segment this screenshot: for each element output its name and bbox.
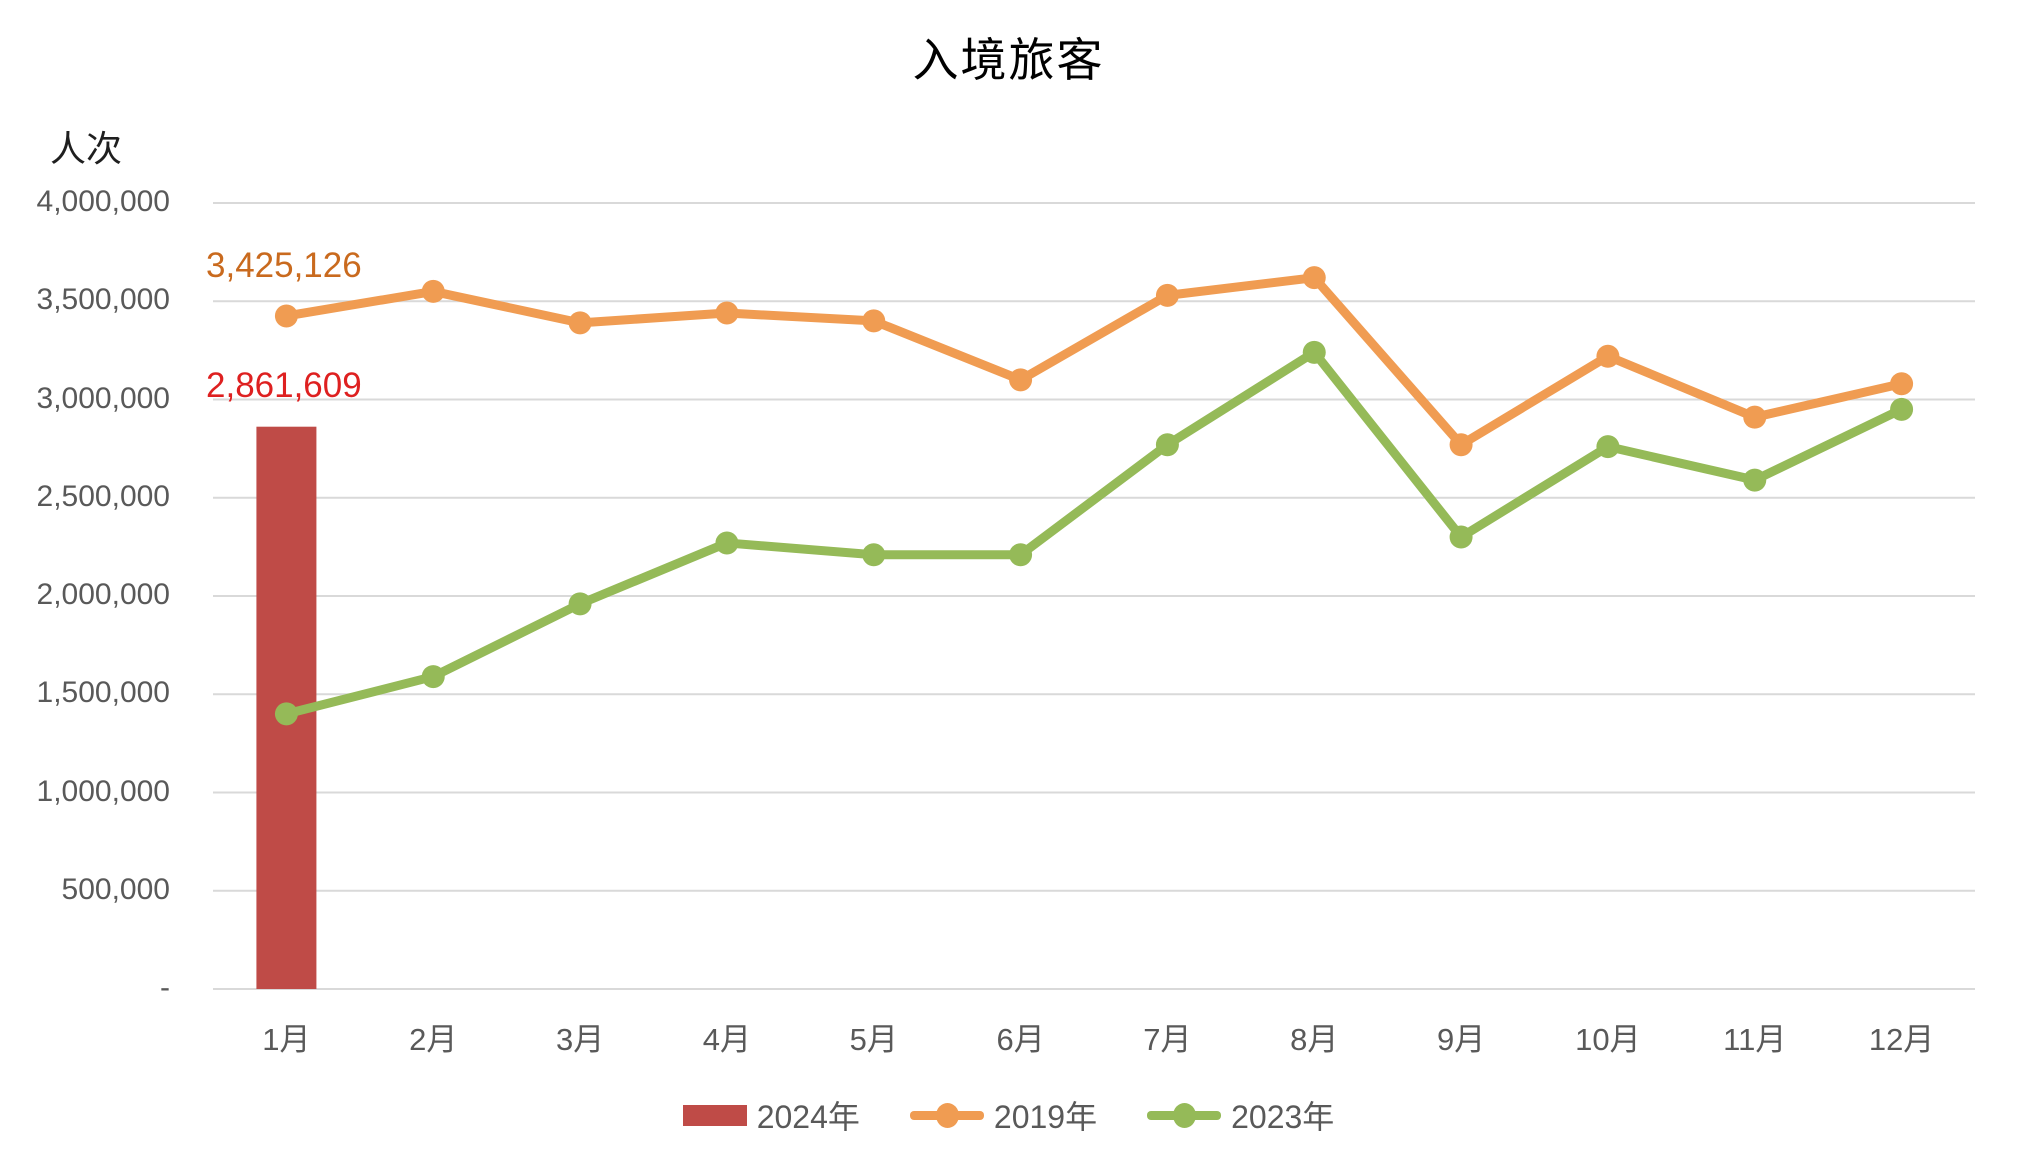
marker-2023年-2月 [421,665,445,689]
x-tick-label-9月: 9月 [1436,1022,1486,1057]
x-tick-label-1月: 1月 [262,1022,311,1057]
x-tick-label-6月: 6月 [996,1022,1045,1057]
y-tick-label: 4,000,000 [36,185,170,218]
marker-2023年-12月 [1890,397,1914,421]
y-axis-unit-label: 人次 [50,128,123,169]
marker-2023年-3月 [568,592,592,616]
marker-2023年-10月 [1596,435,1620,459]
marker-2019年-8月 [1302,266,1326,290]
legend-item-2024: 2024年 [682,1092,860,1138]
marker-2019年-10月 [1596,344,1620,368]
marker-2023年-11月 [1743,468,1767,492]
legend-bar-swatch-2024 [682,1104,747,1126]
marker-2019年-11月 [1743,405,1767,429]
marker-2019年-9月 [1449,433,1473,457]
y-tick-label: 1,500,000 [36,676,170,710]
legend-line-dot-2023 [1173,1103,1197,1128]
legend-item-2023: 2023年 [1147,1092,1334,1138]
marker-2019年-5月 [862,309,886,333]
marker-2019年-4月 [715,301,739,325]
y-tick-label: - [160,971,170,1004]
legend-line-dot-2019 [935,1103,959,1128]
x-tick-label-3月: 3月 [555,1022,605,1057]
marker-2019年-7月 [1155,283,1179,307]
marker-2019年-2月 [421,279,445,303]
legend-label-2023: 2023年 [1231,1099,1335,1135]
y-tick-label: 2,500,000 [36,479,170,513]
legend-line-swatch-2023 [1147,1102,1222,1128]
x-tick-label-10月: 10月 [1575,1022,1641,1057]
marker-2023年-1月 [274,702,298,726]
line-2023年 [281,347,1907,719]
marker-2023年-6月 [1009,543,1033,567]
legend-line-swatch-2019 [909,1102,984,1128]
data-label-2024-jan: 2,861,609 [206,366,362,405]
marker-2023年-7月 [1155,433,1179,457]
y-tick-label: 500,000 [61,872,170,906]
y-tick-label: 2,000,000 [36,578,170,611]
chart-title: 入境旅客 [912,34,1105,86]
y-tick-label: 3,000,000 [36,381,170,415]
data-label-2019-jan: 3,425,126 [206,246,362,285]
x-tick-label-5月: 5月 [849,1022,898,1057]
x-tick-label-2月: 2月 [409,1022,458,1057]
y-tick-label: 3,500,000 [36,283,170,317]
x-tick-label-12月: 12月 [1868,1022,1935,1057]
x-tick-label-8月: 8月 [1290,1022,1339,1057]
marker-2023年-5月 [862,543,886,567]
line-2019年 [281,273,1907,450]
marker-2019年-6月 [1009,368,1033,392]
marker-2019年-1月 [274,304,298,328]
marker-2023年-9月 [1449,525,1473,549]
x-tick-label-11月: 11月 [1723,1022,1787,1057]
marker-2023年-4月 [715,531,739,555]
legend: 2024年 2019年 2023年 [0,1092,2017,1138]
marker-2019年-12月 [1890,372,1914,396]
x-tick-label-4月: 4月 [702,1022,752,1057]
y-tick-label: 1,000,000 [36,774,170,808]
legend-item-2019: 2019年 [909,1092,1098,1138]
marker-2019年-3月 [568,311,592,335]
x-tick-label-7月: 7月 [1143,1022,1192,1057]
marker-2023年-8月 [1302,340,1326,364]
legend-label-2024: 2024年 [756,1099,860,1135]
legend-label-2019: 2019年 [993,1099,1098,1135]
